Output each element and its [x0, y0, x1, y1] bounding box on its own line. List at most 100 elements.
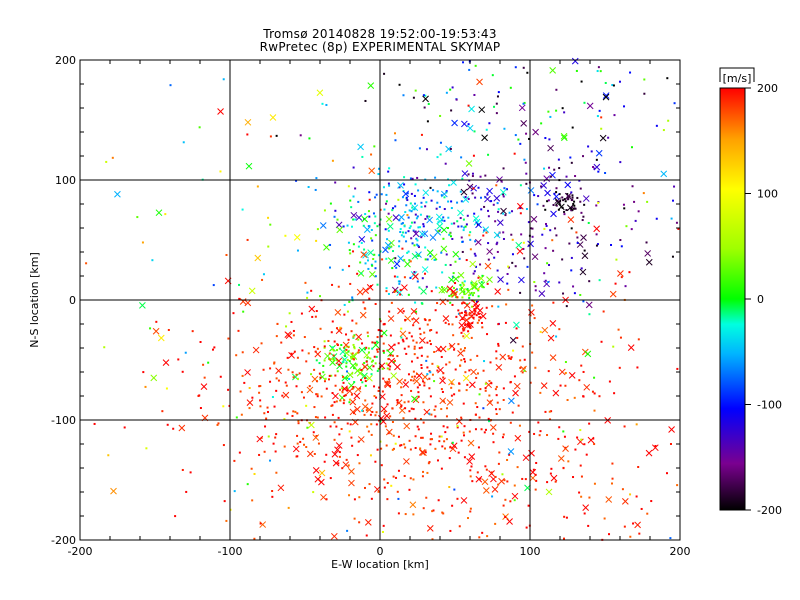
data-point-x	[489, 424, 497, 431]
data-point-x	[474, 238, 482, 246]
data-point	[420, 201, 423, 204]
data-point	[480, 428, 483, 431]
data-point	[323, 359, 326, 362]
data-point	[347, 464, 350, 467]
data-point	[105, 160, 108, 163]
data-point	[424, 258, 427, 261]
data-point	[394, 257, 397, 260]
data-point	[442, 400, 445, 403]
data-point-x	[420, 449, 427, 457]
data-point	[370, 153, 373, 156]
data-point-x	[293, 233, 301, 241]
data-point-x	[392, 214, 400, 221]
data-point	[364, 399, 367, 402]
data-point	[343, 303, 346, 306]
data-point	[617, 328, 620, 331]
data-point	[412, 339, 415, 342]
data-point	[580, 211, 583, 214]
data-point-x	[385, 215, 393, 223]
data-point	[412, 478, 415, 481]
data-point	[566, 198, 569, 201]
data-point	[400, 327, 403, 330]
data-point-x	[361, 372, 368, 380]
data-point	[334, 209, 337, 212]
data-point	[348, 401, 351, 404]
data-point	[472, 316, 475, 319]
data-point-x	[306, 386, 314, 394]
data-point	[374, 267, 377, 270]
data-point	[471, 305, 474, 308]
data-point	[548, 138, 551, 141]
data-point	[343, 399, 346, 402]
data-point	[468, 68, 471, 71]
data-point-x	[499, 188, 507, 196]
data-point	[638, 532, 641, 535]
data-point	[457, 343, 460, 346]
data-point	[509, 381, 512, 384]
data-point	[436, 190, 439, 193]
data-point	[228, 404, 231, 407]
data-point	[275, 433, 278, 436]
data-point	[446, 299, 449, 302]
data-point	[416, 356, 419, 359]
data-point	[342, 225, 345, 228]
data-point	[380, 447, 383, 450]
data-point-x	[605, 496, 613, 503]
data-point	[421, 277, 424, 280]
data-point	[555, 109, 558, 112]
data-point	[502, 167, 505, 170]
data-point	[377, 329, 380, 332]
data-point	[563, 210, 566, 213]
data-point	[419, 333, 422, 336]
data-point	[350, 356, 353, 359]
data-point	[149, 327, 152, 330]
data-point	[504, 214, 507, 217]
data-point	[323, 346, 326, 349]
data-point-x	[403, 422, 411, 430]
data-point	[351, 298, 354, 301]
data-point	[296, 442, 299, 445]
data-point	[456, 425, 459, 428]
data-point-x	[518, 104, 526, 112]
data-point-x	[411, 204, 419, 212]
data-point	[385, 202, 388, 205]
data-point	[314, 315, 317, 318]
data-point	[585, 453, 588, 456]
data-point-x	[478, 106, 486, 114]
data-point	[619, 239, 622, 242]
data-point-x	[358, 346, 366, 354]
data-point-x	[440, 190, 448, 198]
data-point	[461, 240, 464, 243]
data-point	[624, 285, 627, 288]
data-point	[267, 245, 270, 248]
data-point	[353, 347, 356, 350]
data-point-x	[259, 521, 267, 528]
data-point	[177, 358, 180, 361]
data-point	[433, 380, 436, 383]
data-point-x	[587, 436, 595, 444]
data-point	[400, 444, 403, 447]
data-point-x	[419, 337, 426, 344]
data-point	[426, 366, 429, 369]
data-point	[399, 288, 402, 291]
data-point	[350, 393, 353, 396]
data-point	[381, 390, 384, 393]
data-point	[410, 389, 413, 392]
data-point	[338, 363, 341, 366]
data-point	[448, 457, 451, 460]
data-point-x	[404, 260, 411, 268]
data-point	[155, 320, 158, 323]
data-point	[273, 405, 276, 408]
data-point	[411, 375, 414, 378]
data-point	[365, 360, 368, 363]
data-point	[519, 291, 522, 294]
data-point	[472, 187, 475, 190]
data-point	[325, 387, 328, 390]
data-point	[502, 433, 505, 436]
data-point	[264, 425, 267, 428]
data-point	[581, 219, 584, 222]
data-point-x	[390, 372, 398, 380]
data-point	[623, 525, 626, 528]
data-point-x	[114, 190, 121, 198]
data-point	[567, 460, 570, 463]
